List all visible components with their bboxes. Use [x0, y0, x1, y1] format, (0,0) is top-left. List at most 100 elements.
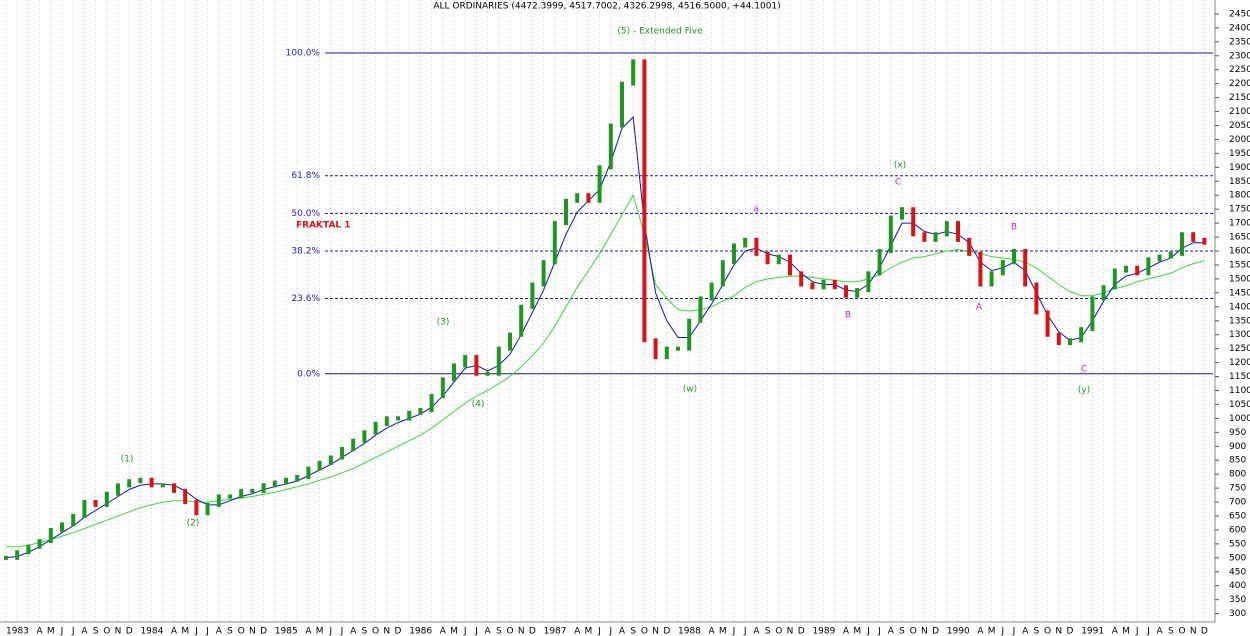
x-tick-label: 1984 [140, 627, 163, 636]
x-tick-label: A [709, 627, 716, 636]
price-bar [1034, 282, 1039, 315]
price-bar [149, 477, 154, 488]
y-tick-label: 850 [1229, 456, 1246, 466]
x-tick-label: S [227, 627, 233, 636]
y-tick-label: 1050 [1229, 400, 1250, 410]
price-bar [922, 232, 927, 242]
x-tick-label: D [798, 627, 805, 636]
x-tick-label: D [932, 627, 939, 636]
y-tick-label: 1750 [1229, 205, 1250, 215]
annotation: a [753, 205, 759, 215]
x-tick-label: 1987 [544, 627, 567, 636]
price-bar [440, 377, 445, 399]
x-tick-label: O [910, 627, 917, 636]
x-tick-label: A [1022, 627, 1029, 636]
fib-label: 61.8% [291, 171, 320, 181]
price-bar [1124, 265, 1128, 273]
y-tick-label: 1500 [1229, 274, 1250, 284]
fib-label: 100.0% [286, 48, 321, 58]
price-bar [37, 539, 42, 549]
x-tick-label: 1989 [812, 627, 835, 636]
price-bar [911, 207, 916, 237]
x-tick-label: O [641, 627, 648, 636]
price-bar [900, 207, 904, 220]
price-bar [620, 81, 624, 128]
x-tick-label: J [877, 627, 881, 636]
price-bar [1202, 237, 1207, 245]
y-tick-label: 2400 [1229, 23, 1250, 33]
x-tick-label: A [753, 627, 760, 636]
y-tick-label: 950 [1229, 428, 1246, 438]
price-bar [373, 421, 378, 435]
x-tick-label: N [652, 627, 659, 636]
x-tick-label: J [340, 627, 344, 636]
price-bar [1112, 268, 1117, 290]
price-bar [541, 260, 546, 287]
price-bar [496, 346, 501, 376]
y-tick-label: 1250 [1229, 344, 1250, 354]
price-bar [799, 271, 804, 287]
price-bar [1101, 285, 1106, 301]
y-tick-label: 300 [1229, 609, 1246, 619]
x-tick-label: A [216, 627, 223, 636]
x-tick-label: O [238, 627, 245, 636]
price-bar [642, 59, 647, 343]
y-tick-label: 600 [1229, 525, 1246, 535]
moving-average [6, 193, 1205, 548]
price-bar [866, 271, 871, 293]
x-tick-label: S [630, 627, 636, 636]
x-tick-label: D [1201, 627, 1208, 636]
x-tick-label: N [787, 627, 794, 636]
price-bar [485, 371, 490, 376]
y-tick-label: 1100 [1229, 386, 1250, 396]
price-bar [631, 59, 636, 86]
x-tick-label: O [1044, 627, 1051, 636]
y-tick-label: 2250 [1229, 65, 1250, 75]
y-tick-label: 2450 [1229, 9, 1250, 19]
x-tick-label: O [372, 627, 379, 636]
price-bar [407, 410, 412, 421]
price-bar [676, 346, 680, 351]
price-bar [1146, 257, 1151, 276]
price-bar [664, 346, 669, 360]
y-tick-label: 2050 [1229, 121, 1250, 131]
price-bar [754, 237, 759, 256]
price-bar [877, 249, 882, 276]
y-tick-label: 2000 [1229, 135, 1250, 145]
y-tick-label: 1950 [1229, 149, 1250, 159]
x-tick-label: S [1034, 627, 1040, 636]
price-bar [1045, 310, 1050, 337]
x-tick-label: J [743, 627, 747, 636]
x-tick-label: M [450, 627, 458, 636]
fib-label: 0.0% [297, 369, 320, 379]
price-bar [687, 318, 692, 351]
x-tick-label: S [496, 627, 502, 636]
x-tick-label: J [597, 627, 601, 636]
annotation: (5) - Extended Five [617, 27, 703, 37]
x-tick-label: A [1112, 627, 1119, 636]
price-bar [396, 416, 400, 421]
x-tick-label: J [60, 627, 64, 636]
price-bar [463, 355, 468, 368]
price-bar [1079, 327, 1084, 343]
price-bar [788, 254, 792, 276]
annotation: (1) [121, 455, 134, 465]
price-bar [127, 479, 132, 488]
x-tick-label: D [663, 627, 670, 636]
x-tick-label: J [866, 627, 870, 636]
x-tick-label: A [350, 627, 357, 636]
y-tick-label: 350 [1229, 595, 1246, 605]
price-bar [15, 550, 20, 560]
price-bar [216, 494, 221, 507]
price-bar [104, 491, 109, 507]
x-tick-label: J [1146, 627, 1150, 636]
x-tick-label: N [518, 627, 525, 636]
price-bar [384, 416, 389, 426]
price-bar [116, 483, 120, 496]
x-tick-label: J [328, 627, 332, 636]
price-bar [272, 480, 277, 488]
y-tick-label: 500 [1229, 553, 1246, 563]
price-bar [1168, 251, 1173, 259]
